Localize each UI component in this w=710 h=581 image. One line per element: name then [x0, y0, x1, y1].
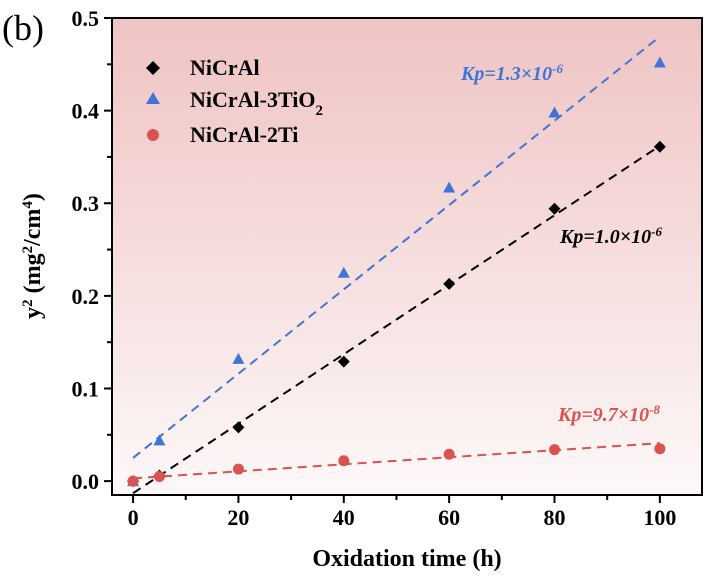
x-tick-label: 100 [643, 505, 676, 530]
data-point-diamond [548, 202, 561, 215]
data-point-diamond [232, 421, 245, 434]
data-point-triangle [653, 56, 666, 68]
y-axis-ticks: 0.0 0.1 0.2 0.3 0.4 0.5 [72, 6, 112, 494]
data-point-circle [549, 444, 560, 456]
data-point-triangle [232, 352, 245, 364]
data-point-diamond [337, 355, 350, 368]
data-point-diamond [653, 140, 666, 153]
panel-label: (b) [2, 8, 44, 48]
x-axis-title: Oxidation time (h) [312, 546, 501, 572]
data-point-circle [443, 448, 455, 460]
y-tick-label: 0.3 [72, 191, 100, 216]
legend-marker-nicral-3tio2 [146, 92, 160, 104]
legend-entry-nicral-3tio2: NiCrAl-3TiO2 [146, 87, 323, 119]
x-tick-label: 80 [544, 505, 566, 530]
data-point-circle [338, 455, 350, 467]
data-point-triangle [548, 106, 561, 118]
legend-label-nicral-3tio2: NiCrAl-3TiO2 [190, 87, 323, 119]
data-point-triangle [153, 434, 166, 446]
annotation-kp-nicral-2ti: Kp=9.7×10-8 [557, 402, 660, 427]
y-tick-label: 0.1 [72, 376, 100, 401]
y-axis-title: y2 (mg2/cm4) [20, 193, 46, 319]
data-point-circle [654, 443, 666, 455]
legend-marker-nicral-2ti [147, 129, 159, 141]
data-point-diamond [443, 277, 456, 290]
fit-lines [132, 35, 661, 494]
annotation-kp-nicral: Kp=1.0×10-6 [559, 224, 662, 249]
annotation-kp-nicral-3tio2: Kp=1.3×10-6 [460, 61, 563, 86]
fit-line-circle [133, 442, 660, 480]
fit-line-diamond [132, 144, 661, 494]
legend-entry-nicral: NiCrAl [146, 55, 260, 80]
data-point-circle [127, 475, 139, 487]
x-tick-label: 20 [227, 505, 249, 530]
plot-frame [111, 17, 703, 496]
x-tick-label: 60 [438, 505, 460, 530]
plot-background [112, 18, 702, 495]
legend-label-nicral: NiCrAl [190, 55, 260, 80]
data-point-triangle [443, 181, 456, 193]
x-axis-ticks: 0 20 40 60 80 100 [128, 495, 676, 530]
data-point-circle [232, 463, 244, 475]
y-tick-label: 0.4 [72, 99, 100, 124]
legend: NiCrAl NiCrAl-3TiO2 NiCrAl-2Ti [146, 55, 323, 147]
data-point-circle [153, 470, 165, 482]
x-tick-label: 40 [333, 505, 355, 530]
legend-marker-nicral [146, 61, 160, 75]
data-points [127, 56, 666, 488]
x-tick-label: 0 [128, 505, 139, 530]
data-point-triangle [337, 266, 350, 278]
legend-entry-nicral-2ti: NiCrAl-2Ti [147, 122, 298, 147]
y-tick-label: 0.0 [72, 469, 100, 494]
y-tick-label: 0.5 [72, 6, 100, 31]
y-tick-label: 0.2 [72, 284, 100, 309]
fit-line-triangle [132, 35, 661, 459]
legend-label-nicral-2ti: NiCrAl-2Ti [190, 122, 298, 147]
